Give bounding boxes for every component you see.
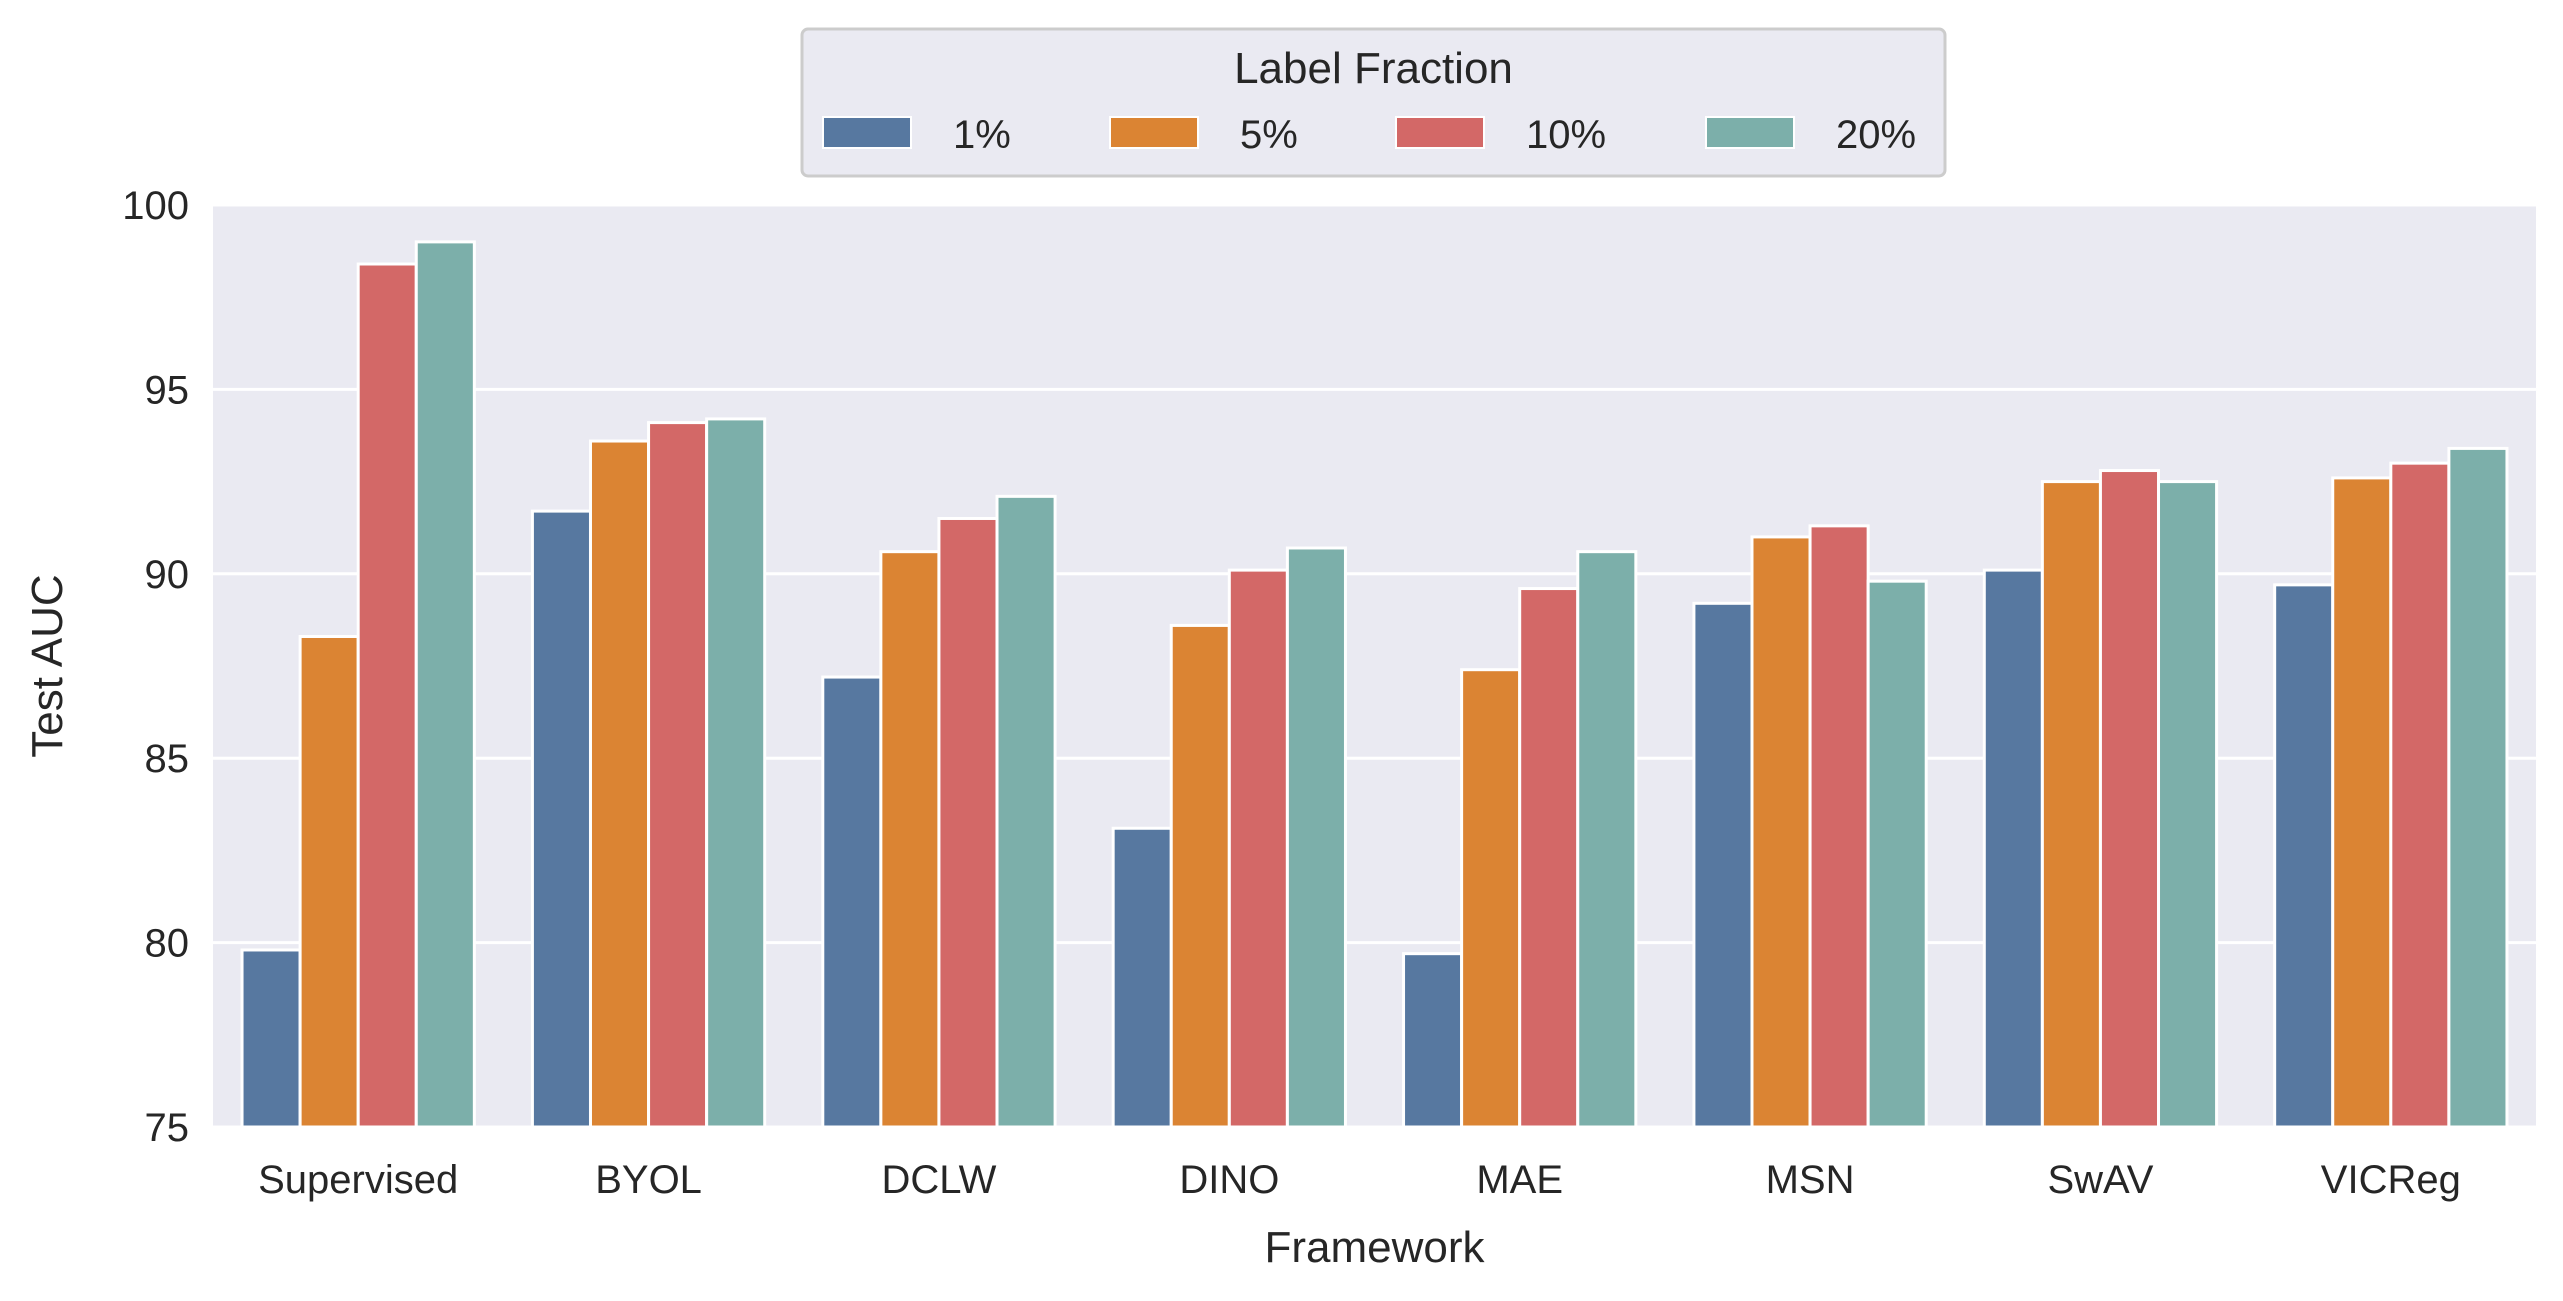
legend-swatch <box>822 116 912 149</box>
x-tick-label: DCLW <box>882 1158 997 1202</box>
bar-dino-20pct <box>1285 546 1347 1129</box>
bar-msn-10pct <box>1808 524 1870 1129</box>
bar-mae-20pct <box>1576 550 1638 1129</box>
bar-swav-1pct <box>1982 568 2044 1129</box>
x-tick-label: VICReg <box>2321 1158 2461 1202</box>
legend-title: Label Fraction <box>1234 44 1513 93</box>
x-tick-label: BYOL <box>595 1158 702 1202</box>
x-axis-label: Framework <box>1264 1223 1485 1272</box>
legend-label: 10% <box>1526 113 1606 157</box>
bars <box>240 240 2509 1129</box>
bar-dclw-20pct <box>995 494 1057 1129</box>
bar-supervised-1pct <box>240 948 302 1129</box>
bar-swav-20pct <box>2157 480 2219 1129</box>
y-tick-label: 90 <box>145 553 190 597</box>
y-tick-label: 75 <box>145 1106 190 1150</box>
bar-dclw-1pct <box>821 675 883 1129</box>
bar-mae-5pct <box>1460 668 1522 1129</box>
bar-dino-1pct <box>1111 826 1173 1129</box>
x-tick-label: MSN <box>1766 1158 1855 1202</box>
bar-dino-10pct <box>1227 568 1289 1129</box>
x-axis-ticks: Supervised BYOL DCLW DINO MAE MSN SwAV VICReg <box>258 1158 2461 1202</box>
x-tick-label: MAE <box>1476 1158 1563 1202</box>
legend-label: 20% <box>1836 113 1916 157</box>
bar-vicreg-5pct <box>2331 476 2393 1129</box>
bar-supervised-5pct <box>298 634 360 1129</box>
bar-swav-5pct <box>2040 480 2102 1129</box>
legend-swatch <box>1109 116 1199 149</box>
legend-swatch <box>1395 116 1485 149</box>
bar-byol-1pct <box>530 509 592 1129</box>
bar-vicreg-1pct <box>2273 583 2335 1129</box>
y-tick-label: 80 <box>145 922 190 966</box>
legend-label: 1% <box>953 113 1011 157</box>
bar-vicreg-10pct <box>2389 461 2451 1129</box>
bar-supervised-20pct <box>414 240 476 1129</box>
x-tick-label: Supervised <box>258 1158 458 1202</box>
bar-dclw-10pct <box>937 516 999 1129</box>
legend-swatch <box>1705 116 1795 149</box>
y-axis-ticks: 75 80 85 90 95 100 <box>122 184 189 1150</box>
bar-byol-5pct <box>588 439 651 1129</box>
y-tick-label: 95 <box>145 368 190 412</box>
bar-msn-5pct <box>1750 535 1812 1129</box>
bar-vicreg-20pct <box>2447 446 2509 1129</box>
y-tick-label: 100 <box>122 184 189 228</box>
x-tick-label: SwAV <box>2047 1158 2153 1202</box>
y-tick-label: 85 <box>145 737 190 781</box>
legend-frame <box>800 27 1947 178</box>
bar-dino-5pct <box>1169 623 1231 1129</box>
legend-items: 1% 5% 10% 20% <box>822 113 1916 157</box>
y-axis-label: Test AUC <box>23 574 72 757</box>
legend-label: 5% <box>1240 113 1298 157</box>
bar-mae-1pct <box>1402 952 1464 1129</box>
bar-msn-1pct <box>1692 601 1754 1129</box>
bar-supervised-10pct <box>356 262 418 1129</box>
bar-byol-10pct <box>647 421 709 1129</box>
bar-mae-10pct <box>1518 587 1580 1129</box>
x-tick-label: DINO <box>1179 1158 1279 1202</box>
bar-swav-10pct <box>2098 469 2161 1129</box>
bar-dclw-5pct <box>879 550 941 1129</box>
bar-byol-20pct <box>705 417 767 1129</box>
legend: Label Fraction 1% 5% 10% 20% <box>800 27 1947 178</box>
bar-msn-20pct <box>1866 579 1928 1129</box>
